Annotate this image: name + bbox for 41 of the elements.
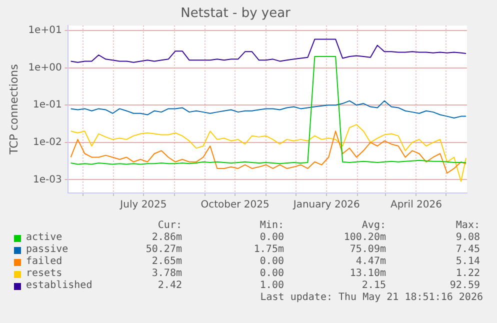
text: 2.42	[158, 280, 182, 291]
text: 3.78m	[152, 268, 182, 279]
text: 5.14	[456, 256, 480, 267]
text: 4.47m	[356, 256, 386, 267]
text: 2.65m	[152, 256, 182, 267]
y-tick-label: 1e-03	[32, 174, 62, 186]
text: 0.00	[260, 232, 284, 243]
text: Avg:	[362, 220, 386, 231]
legend-label: failed	[26, 256, 62, 267]
text: 2.86m	[152, 232, 182, 243]
x-tick-label: January 2026	[292, 200, 360, 211]
legend-label: active	[26, 232, 62, 243]
text: 92.59	[450, 280, 480, 291]
x-tick-label: October 2025	[200, 200, 270, 211]
text: 1.75m	[254, 244, 284, 255]
x-tick-label: July 2025	[119, 200, 167, 211]
text: Min:	[260, 220, 284, 231]
y-axis-title: TCP connections	[7, 64, 20, 156]
text: 2.15	[362, 280, 386, 291]
y-tick-label: 1e-01	[32, 100, 62, 111]
legend-label: resets	[26, 268, 62, 279]
text: Last update: Thu May 21 18:51:16 2026	[260, 292, 483, 303]
text: 7.45	[456, 244, 480, 255]
legend-label: established	[26, 280, 92, 291]
text: 9.08	[456, 232, 480, 243]
x-tick-label: April 2026	[390, 200, 442, 211]
y-tick-label: 1e+00	[28, 62, 62, 74]
text: 75.09m	[350, 244, 386, 255]
chart-title: Netstat - by year	[180, 6, 292, 22]
y-tick-label: 1e+01	[28, 25, 62, 36]
text: 50.27m	[146, 244, 182, 255]
text: 100.20m	[344, 232, 386, 243]
y-tick-label: 1e-02	[32, 136, 62, 148]
text: Cur:	[158, 220, 182, 231]
text: Max:	[456, 220, 480, 231]
legend-label: passive	[26, 244, 68, 255]
text: 13.10m	[350, 268, 386, 279]
text: 0.00	[260, 268, 284, 279]
text: 1.22	[456, 268, 480, 279]
text: 1.00	[260, 280, 284, 291]
text: 0.00	[260, 256, 284, 267]
